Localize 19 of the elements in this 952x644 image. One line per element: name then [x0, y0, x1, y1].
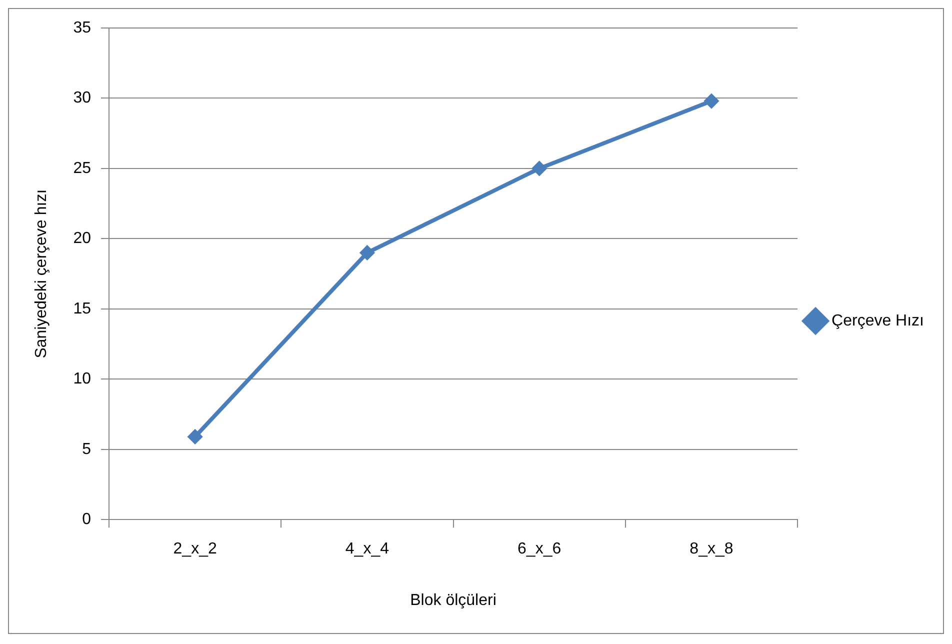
point [532, 161, 546, 176]
x-tick-label: 6_x_6 [518, 540, 562, 558]
x-tick-label: 4_x_4 [345, 540, 390, 558]
x-tick-label: 8_x_8 [690, 540, 734, 558]
y-tick-label: 35 [73, 19, 92, 36]
y-tick-label: 0 [82, 511, 92, 528]
y-tick-label: 15 [73, 300, 92, 318]
point [188, 430, 202, 444]
x-axis-title: Blok ölçüleri [410, 592, 496, 609]
point [360, 246, 374, 260]
y-tick-label: 20 [73, 230, 92, 248]
y-tick-label: 30 [73, 90, 92, 107]
point [704, 94, 718, 108]
x-tick-label: 2_x_2 [173, 540, 217, 558]
legend-label: Çerçeve Hızı [832, 312, 924, 330]
y-tick-label: 5 [82, 440, 92, 458]
y-axis-title: Saniyedeki çerçeve hızı [33, 189, 50, 358]
y-tick-label: 10 [73, 370, 92, 388]
y-tick-label: 25 [73, 160, 92, 177]
